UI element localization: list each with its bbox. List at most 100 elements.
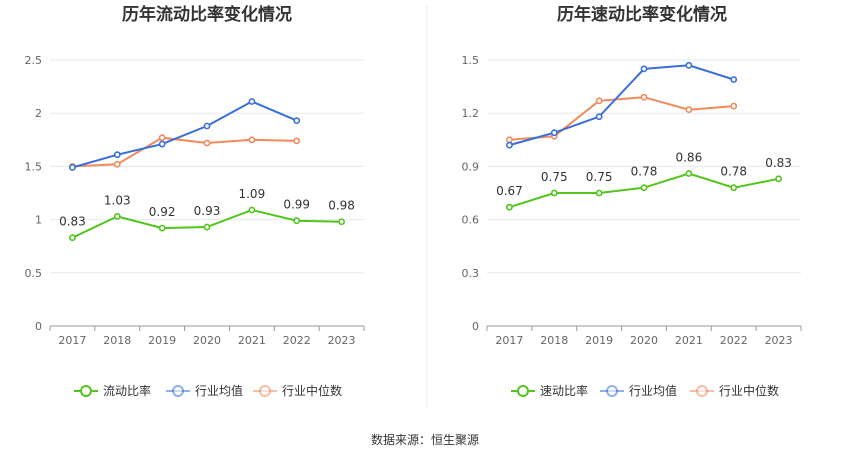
- legend-marker-icon: [80, 385, 92, 397]
- data-point-primary: [248, 206, 256, 214]
- legend-label: 行业均值: [195, 383, 243, 398]
- legend-label: 流动比率: [103, 383, 151, 398]
- chart-title: 历年流动比率变化情况: [122, 4, 292, 25]
- data-point-primary: [730, 184, 738, 192]
- data-label: 0.83: [765, 156, 792, 170]
- y-tick-label: 0.6: [462, 214, 480, 227]
- y-tick-label: 1.5: [25, 160, 43, 173]
- legend-item-primary: 流动比率: [74, 383, 151, 398]
- data-point-average: [158, 140, 166, 148]
- series-line-median: [509, 96, 734, 141]
- legend-label: 行业中位数: [282, 383, 342, 398]
- data-point-average: [506, 141, 513, 149]
- data-label: 1.09: [238, 187, 265, 201]
- legend-item-median: 行业中位数: [690, 383, 779, 398]
- legend-marker-icon: [172, 385, 184, 397]
- data-label: 0.99: [283, 198, 310, 212]
- x-tick-label: 2018: [540, 334, 568, 347]
- data-point-primary: [338, 218, 345, 226]
- data-label: 0.78: [631, 165, 658, 179]
- data-point-average: [640, 65, 648, 73]
- legend-label: 速动比率: [540, 383, 588, 398]
- y-tick-label: 0: [35, 320, 42, 333]
- data-point-average: [113, 151, 121, 159]
- data-label: 0.98: [328, 199, 355, 213]
- data-point-average: [248, 98, 256, 105]
- y-tick-label: 1: [35, 214, 42, 227]
- series-line-median: [72, 136, 297, 168]
- x-tick-label: 2020: [193, 334, 221, 347]
- data-point-median: [293, 137, 301, 145]
- data-label: 0.75: [541, 170, 568, 184]
- legend-item-median: 行业中位数: [253, 383, 342, 398]
- x-tick-label: 2019: [148, 334, 176, 347]
- data-point-median: [730, 102, 738, 110]
- data-point-average: [550, 129, 558, 137]
- data-point-primary: [158, 224, 166, 232]
- data-point-primary: [775, 175, 782, 183]
- data-label: 0.93: [194, 204, 221, 218]
- data-point-median: [506, 136, 513, 144]
- data-point-median: [248, 136, 256, 144]
- data-point-average: [595, 113, 603, 121]
- data-point-average: [685, 61, 693, 69]
- data-point-primary: [69, 234, 76, 242]
- data-point-primary: [595, 189, 603, 197]
- legend-marker-icon: [517, 385, 529, 397]
- y-tick-label: 2: [35, 107, 42, 120]
- legend-label: 行业中位数: [719, 383, 779, 398]
- data-point-primary: [550, 189, 558, 197]
- data-point-median: [158, 134, 166, 142]
- data-point-average: [203, 122, 211, 130]
- x-tick-label: 2017: [58, 334, 86, 347]
- y-tick-label: 0.9: [462, 160, 480, 173]
- x-tick-label: 2018: [103, 334, 131, 347]
- data-label: 1.03: [104, 193, 131, 207]
- legend-item-average: 行业均值: [166, 383, 243, 398]
- legend-label: 行业均值: [629, 383, 677, 398]
- data-point-average: [730, 76, 738, 83]
- x-tick-label: 2021: [675, 334, 703, 347]
- data-point-median: [113, 160, 121, 168]
- data-point-primary: [685, 170, 693, 177]
- x-tick-label: 2022: [720, 334, 748, 347]
- x-tick-label: 2019: [585, 334, 613, 347]
- y-tick-label: 0: [472, 320, 479, 333]
- y-tick-label: 1.5: [462, 54, 480, 67]
- chart-1: 历年流动比率变化情况 0 0.5 1 1.5 2 2.5 2017 2018 2019 2020 20…: [25, 4, 365, 398]
- x-tick-label: 2023: [328, 334, 356, 347]
- legend-marker-icon: [259, 385, 271, 397]
- legend-marker-icon: [606, 385, 618, 397]
- y-tick-label: 1.2: [462, 107, 480, 120]
- x-tick-label: 2021: [238, 334, 266, 347]
- data-point-primary: [293, 217, 301, 225]
- legend-marker-icon: [696, 385, 708, 397]
- legend-item-primary: 速动比率: [511, 383, 588, 398]
- data-point-median: [203, 139, 211, 147]
- data-source: 数据来源：恒生聚源: [371, 432, 479, 447]
- data-point-primary: [203, 223, 211, 231]
- y-tick-label: 0.5: [25, 267, 43, 280]
- data-label: 0.92: [149, 205, 176, 219]
- data-label: 0.83: [59, 215, 86, 229]
- data-point-median: [640, 93, 648, 101]
- data-point-primary: [506, 203, 513, 211]
- data-point-median: [595, 97, 603, 105]
- data-point-primary: [640, 184, 648, 192]
- chart-2: 历年速动比率变化情况 0 0.3 0.6 0.9 1.2 1.5 2017 2018 2019 20…: [462, 4, 802, 398]
- data-point-average: [69, 164, 76, 171]
- data-label: 0.78: [720, 165, 747, 179]
- x-tick-label: 2022: [283, 334, 311, 347]
- series-line-average: [72, 100, 298, 169]
- x-tick-label: 2017: [495, 334, 523, 347]
- chart-title: 历年速动比率变化情况: [557, 4, 727, 25]
- data-label: 0.75: [586, 170, 613, 184]
- legend-item-average: 行业均值: [600, 383, 677, 398]
- data-point-median: [685, 106, 693, 114]
- data-label: 0.67: [496, 184, 523, 198]
- x-tick-label: 2023: [765, 334, 793, 347]
- data-point-average: [293, 117, 301, 125]
- data-point-primary: [113, 213, 121, 220]
- data-label: 0.86: [675, 150, 702, 164]
